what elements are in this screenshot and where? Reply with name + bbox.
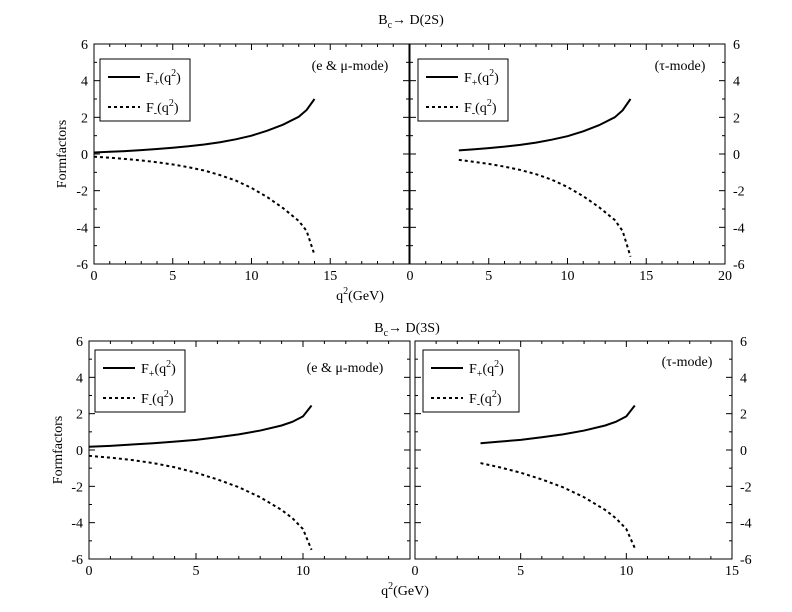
top-left-y-tick-label: -2 xyxy=(76,185,88,200)
top-right-legend-label: F+(q2) xyxy=(464,68,499,89)
top-right-y-tick-label: 4 xyxy=(733,75,740,90)
top-left-legend-box xyxy=(99,58,191,122)
bottom-left-x-tick-label: 10 xyxy=(296,564,310,579)
top-right-y-tick-label: -6 xyxy=(733,258,745,273)
bottom-right-y-tick-label: -6 xyxy=(740,553,752,568)
bottom-left-mode-label: (e & μ-mode) xyxy=(307,361,384,376)
top-right-y-tick-label: -2 xyxy=(733,185,745,200)
bottom-left-y-tick-label: -2 xyxy=(71,480,83,495)
bottom-left-legend-box xyxy=(94,349,186,413)
top-left-x-tick-label: 15 xyxy=(323,269,337,284)
top-right-legend-box xyxy=(417,58,509,122)
bottom-right-series-f-plus-line xyxy=(480,404,636,445)
top-left-x-axis-label: q2(GeV) xyxy=(336,286,384,304)
top-left-mode-label: (e & μ-mode) xyxy=(312,59,389,74)
top-right-x-tick-label: 0 xyxy=(407,269,414,284)
bottom-right-y-tick-label: 6 xyxy=(740,335,747,350)
top-left-x-tick-label: 10 xyxy=(245,269,259,284)
bottom-left-y-tick-label: 0 xyxy=(76,444,83,459)
top-right-y-tick-label: 2 xyxy=(733,111,740,126)
bottom-left-x-tick-label: 0 xyxy=(86,564,93,579)
bottom-left-x-axis-label: q2(GeV) xyxy=(381,581,429,599)
bottom-left-series-f-minus-line xyxy=(88,454,313,551)
top-left-x-tick-label: 5 xyxy=(169,269,176,284)
top-left-y-tick-label: 6 xyxy=(81,38,88,53)
top-right-mode-label: (τ-mode) xyxy=(655,59,706,74)
top-left-legend-label: F-(q2) xyxy=(146,98,179,119)
top-left-y-tick-label: -6 xyxy=(76,258,88,273)
bottom-right-series-f-minus-line xyxy=(480,462,636,549)
bottom-left-y-tick-label: 2 xyxy=(76,408,83,423)
bottom-left-legend-label: F-(q2) xyxy=(141,389,174,410)
bottom-right-y-tick-label: 4 xyxy=(740,371,747,386)
top-right-x-tick-label: 5 xyxy=(485,269,492,284)
bottom-left-legend-label: F+(q2) xyxy=(141,359,176,380)
top-left-y-axis-label: Formfactors xyxy=(55,120,70,188)
top-left-title: Bc→ D(2S) xyxy=(378,13,444,31)
top-left-y-tick-label: 0 xyxy=(81,148,88,163)
bottom-right-legend-label: F-(q2) xyxy=(469,389,502,410)
bottom-right-x-tick-label: 10 xyxy=(619,564,633,579)
bottom-right-x-tick-label: 0 xyxy=(412,564,419,579)
bottom-right-y-tick-label: -4 xyxy=(740,517,752,532)
bottom-left-series-f-plus-line xyxy=(88,404,313,448)
top-right-y-tick-label: -4 xyxy=(733,221,745,236)
bottom-right-x-tick-label: 15 xyxy=(725,564,739,579)
top-right-series-f-minus-line xyxy=(458,158,632,257)
bottom-right-legend-box xyxy=(422,349,520,413)
top-left-y-tick-label: -4 xyxy=(76,221,88,236)
bottom-left-y-tick-label: 4 xyxy=(76,371,83,386)
top-right-y-tick-label: 0 xyxy=(733,148,740,163)
bottom-left-y-tick-label: -6 xyxy=(71,553,83,568)
bottom-left-title: Bc→ D(3S) xyxy=(374,321,440,339)
bottom-right-y-tick-label: 2 xyxy=(740,408,747,423)
bottom-right-x-tick-label: 5 xyxy=(517,564,524,579)
top-right-x-tick-label: 10 xyxy=(561,269,575,284)
top-left-series-f-minus-line xyxy=(93,155,316,256)
bottom-right-legend-label: F+(q2) xyxy=(469,359,504,380)
top-right-y-tick-label: 6 xyxy=(733,38,740,53)
top-left-y-tick-label: 2 xyxy=(81,111,88,126)
bottom-right-y-tick-label: -2 xyxy=(740,480,752,495)
top-left-legend-label: F+(q2) xyxy=(146,68,181,89)
bottom-right-y-tick-label: 0 xyxy=(740,444,747,459)
top-right-x-tick-label: 20 xyxy=(718,269,732,284)
top-right-legend-label: F-(q2) xyxy=(464,98,497,119)
top-right-series-f-plus-line xyxy=(458,98,632,152)
top-left-series-f-plus-line xyxy=(93,98,316,154)
bottom-left-x-tick-label: 5 xyxy=(193,564,200,579)
bottom-left-y-axis-label: Formfactors xyxy=(51,416,66,484)
top-left-y-tick-label: 4 xyxy=(81,75,88,90)
top-right-x-tick-label: 15 xyxy=(639,269,653,284)
bottom-right-mode-label: (τ-mode) xyxy=(662,355,713,370)
bottom-left-y-tick-label: 6 xyxy=(76,335,83,350)
bottom-left-y-tick-label: -4 xyxy=(71,517,83,532)
top-left-x-tick-label: 0 xyxy=(91,269,98,284)
